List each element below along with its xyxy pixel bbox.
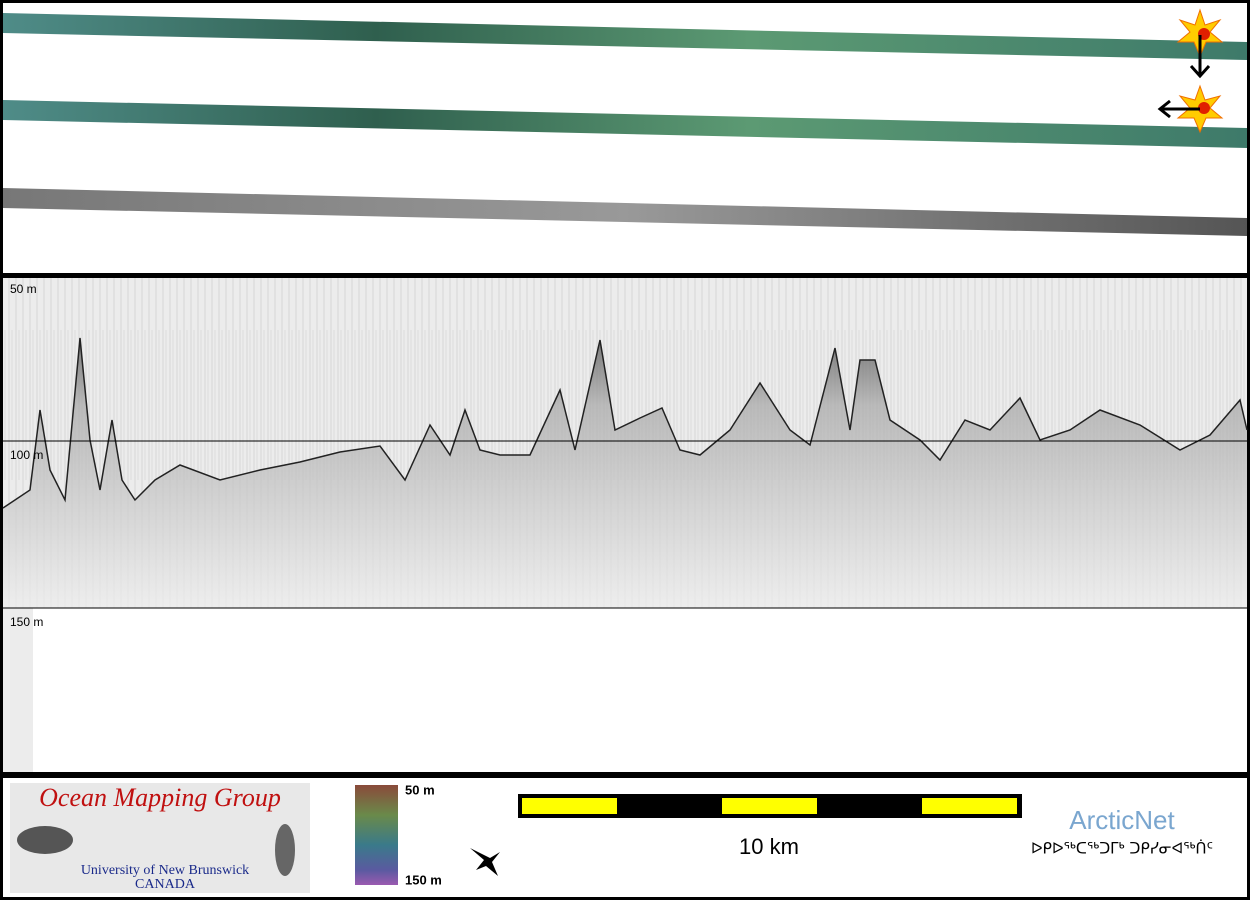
partner-name: ArcticNet	[1069, 805, 1175, 835]
scale-segment	[722, 798, 817, 814]
scale-segment	[522, 798, 617, 814]
logo-subtitle: University of New Brunswick	[81, 863, 249, 878]
depth-label: 150 m	[10, 615, 43, 629]
echogram-margin	[3, 608, 33, 772]
scale-segment	[922, 798, 1017, 814]
swath-strip	[3, 100, 1247, 148]
swath-strip	[3, 13, 1247, 60]
logo-vehicle	[275, 824, 295, 876]
logo-country: CANADA	[135, 877, 196, 892]
colorbar-label: 50 m	[405, 782, 435, 797]
depth-label: 100 m	[10, 448, 43, 462]
depth-label: 50 m	[10, 282, 37, 296]
scale-label: 10 km	[739, 834, 799, 859]
seabed-line	[2, 337, 1248, 509]
colorbar	[355, 785, 398, 885]
colorbar-label: 150 m	[405, 872, 442, 887]
seabed-echo	[3, 338, 1247, 608]
logo-title: Ocean Mapping Group	[39, 783, 281, 812]
north-arrow	[470, 848, 500, 876]
backscatter-strip	[3, 188, 1247, 236]
partner-name-inuktitut: ᐅᑭᐅᖅᑕᖅᑐᒥᒃ ᑐᑭᓯᓂᐊᖅᑏᑦ	[1031, 840, 1213, 858]
logo-vehicle	[17, 826, 73, 854]
direction-icons	[1157, 8, 1224, 134]
